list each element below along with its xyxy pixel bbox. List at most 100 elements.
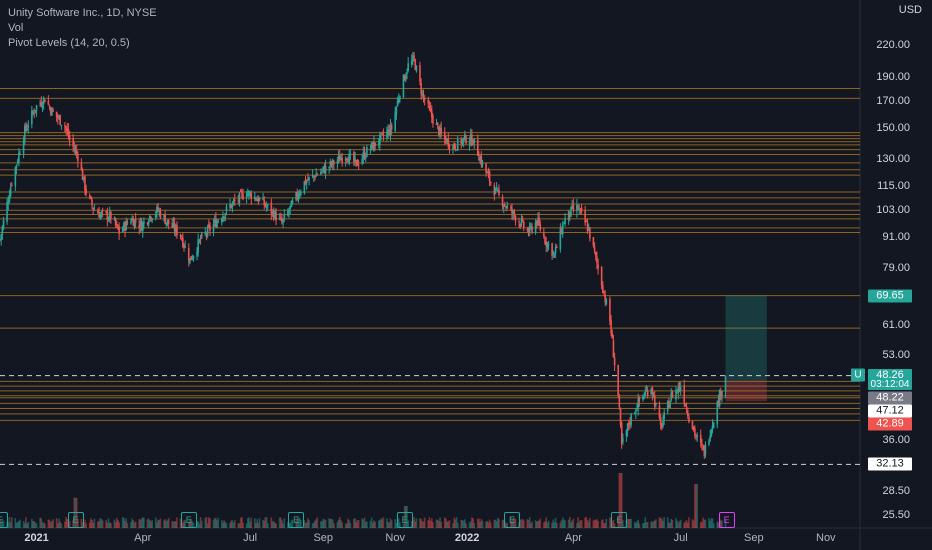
candle-body: [371, 142, 374, 150]
volume-bar: [14, 518, 17, 528]
candle-body: [220, 219, 223, 223]
candle-body: [554, 246, 557, 253]
volume-bar: [419, 518, 421, 528]
candle-body: [15, 164, 18, 168]
volume-bar: [90, 518, 92, 528]
candle-body: [197, 239, 199, 253]
volume-bar: [341, 522, 343, 528]
candle-body: [421, 92, 424, 96]
volume-bar: [650, 521, 652, 528]
volume-bar: [438, 521, 440, 528]
candle-body: [213, 219, 216, 223]
volume-bar: [711, 518, 714, 528]
candle-body: [547, 244, 550, 246]
earnings-icon[interactable]: E: [503, 512, 520, 528]
price-axis-tick-label: 53.00: [882, 349, 910, 362]
price-axis-tick-label: 36.00: [882, 433, 910, 446]
volume-bar: [612, 519, 615, 528]
candle-body: [171, 223, 174, 228]
candle-body: [395, 107, 398, 115]
volume-bar: [9, 522, 12, 528]
candle-body: [331, 159, 334, 165]
volume-bar: [374, 521, 376, 528]
candle-body: [209, 225, 211, 231]
volume-bar: [133, 522, 136, 528]
candle-body: [627, 422, 630, 426]
upcoming-earnings-icon[interactable]: E: [718, 512, 735, 528]
candle-body: [447, 138, 450, 147]
volume-indicator-label[interactable]: Vol: [8, 22, 24, 34]
candle-body: [633, 413, 636, 415]
volume-bar: [712, 523, 715, 528]
earnings-icon[interactable]: E: [288, 512, 305, 528]
volume-bar: [479, 521, 481, 528]
volume-bar: [589, 518, 591, 528]
volume-bar: [468, 522, 471, 528]
volume-bar: [47, 519, 50, 528]
volume-bar: [440, 521, 443, 528]
volume-bar: [44, 523, 46, 528]
candle-body: [323, 167, 326, 174]
candle-body: [551, 243, 553, 256]
candle-body: [42, 97, 45, 105]
volume-bar: [485, 521, 487, 528]
pivot-levels-indicator-label[interactable]: Pivot Levels (14, 20, 0.5): [8, 37, 130, 49]
earnings-icon[interactable]: E: [396, 512, 413, 528]
volume-bar: [287, 522, 289, 528]
candle-body: [520, 219, 523, 226]
volume-bar: [447, 521, 450, 528]
volume-bar: [567, 519, 570, 528]
volume-bar: [563, 519, 565, 528]
volume-bar: [456, 522, 459, 528]
volume-bar: [439, 517, 441, 528]
volume-bar: [386, 518, 388, 528]
candle-body: [718, 390, 721, 406]
volume-bar: [544, 521, 546, 528]
volume-bar: [27, 521, 30, 528]
earnings-icon[interactable]: E: [180, 512, 197, 528]
currency-label[interactable]: USD: [898, 4, 922, 16]
candle-body: [93, 209, 96, 211]
volume-bar: [684, 521, 687, 528]
candle-body: [311, 175, 314, 177]
time-axis-tick-label: Sep: [313, 532, 334, 544]
candle-body: [156, 206, 158, 214]
candle-body: [74, 149, 77, 151]
volume-bar: [88, 522, 91, 528]
volume-bar: [115, 517, 118, 528]
volume-bar: [315, 519, 317, 528]
volume-bar: [397, 518, 400, 528]
candle-body: [139, 221, 142, 227]
price-axis-tick-label: 190.00: [876, 70, 910, 83]
earnings-icon[interactable]: E: [611, 512, 628, 528]
earnings-icon[interactable]: E: [0, 512, 8, 528]
candle-body: [100, 212, 103, 215]
candle-body: [602, 285, 604, 294]
volume-bar: [480, 518, 483, 528]
candle-body: [328, 166, 330, 168]
volume-bar: [534, 520, 537, 528]
candle-body: [526, 229, 529, 231]
candle-body: [684, 404, 687, 407]
volume-bar: [572, 518, 575, 528]
volume-bar: [146, 519, 149, 528]
volume-bar: [154, 517, 157, 528]
candle-body: [379, 134, 381, 145]
candle-body: [699, 434, 702, 443]
candle-body: [154, 213, 157, 218]
volume-bar: [710, 518, 713, 528]
volume-bar: [55, 518, 58, 528]
candle-body: [489, 182, 492, 184]
candle-body: [250, 193, 253, 200]
symbol-title[interactable]: Unity Software Inc., 1D, NYSE: [8, 7, 157, 19]
candle-body: [287, 211, 289, 216]
volume-bar: [724, 520, 727, 528]
volume-bar: [695, 484, 697, 528]
candle-body: [638, 397, 641, 401]
volume-bar: [230, 520, 233, 528]
earnings-icon[interactable]: E: [67, 512, 84, 528]
candle-body: [544, 238, 546, 244]
volume-bar: [270, 517, 273, 528]
price-axis-tick-label: 130.00: [876, 153, 910, 166]
